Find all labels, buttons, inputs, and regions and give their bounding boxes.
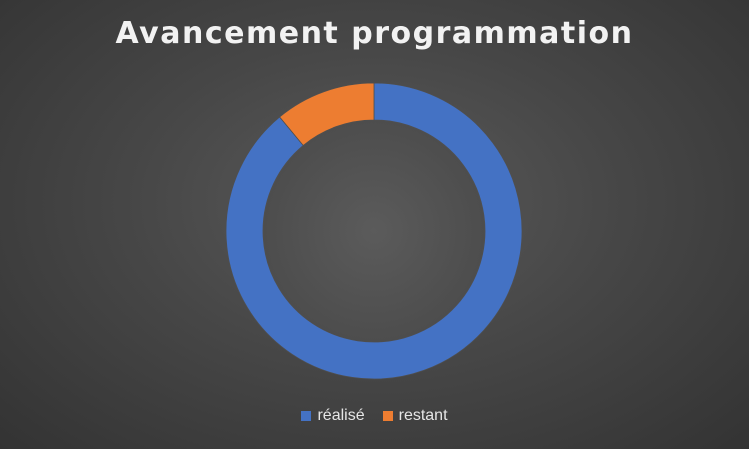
legend-swatch-restant — [382, 411, 393, 421]
donut-slice-restant — [279, 82, 375, 147]
chart-title: Avancement programmation — [115, 16, 634, 51]
legend-label-realise: réalisé — [317, 407, 365, 424]
donut-slice-realise — [225, 82, 523, 380]
donut-hole — [263, 120, 485, 342]
legend-item-restant: restant — [382, 407, 448, 425]
legend-item-realise: réalisé — [301, 407, 365, 425]
chart-legend: réalisé restant — [0, 407, 749, 425]
legend-swatch-realise — [301, 411, 312, 421]
legend-label-restant: restant — [398, 407, 448, 424]
donut-slices — [225, 82, 523, 380]
